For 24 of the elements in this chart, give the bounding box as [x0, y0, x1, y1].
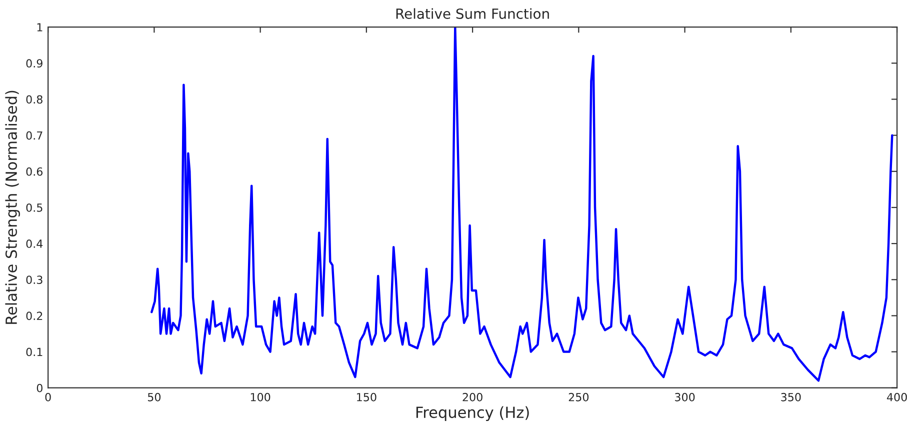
y-tick-label: 0.3	[26, 276, 42, 284]
y-axis-title: Relative Strength (Normalised)	[5, 90, 20, 324]
x-tick-label: 100	[250, 392, 270, 402]
chart-title: Relative Sum Function	[396, 8, 549, 19]
line-series	[150, 27, 894, 382]
y-tick-label: 0.7	[26, 131, 42, 140]
x-tick-label: 400	[886, 392, 907, 402]
y-tick-label: 0	[36, 384, 42, 392]
y-tick-label: 0.1	[26, 348, 42, 356]
x-tick-label: 250	[568, 392, 589, 402]
y-tick-label: 0.8	[26, 95, 42, 104]
x-tick-label: 300	[675, 392, 695, 402]
y-tick-label: 0.2	[26, 312, 42, 320]
y-tick-label: 0.5	[26, 203, 42, 212]
x-tick-label: 0	[45, 392, 51, 402]
y-tick-label: 1	[37, 23, 42, 32]
y-tick-label: 0.9	[26, 59, 42, 68]
x-tick-label: 150	[357, 392, 376, 402]
y-tick-label: 0.4	[26, 240, 43, 248]
x-tick-label: 350	[781, 392, 801, 402]
x-tick-label: 50	[148, 392, 161, 402]
y-tick-label: 0.6	[26, 167, 43, 176]
x-axis-title: Frequency (Hz)	[416, 406, 529, 422]
x-tick-label: 200	[462, 392, 482, 402]
